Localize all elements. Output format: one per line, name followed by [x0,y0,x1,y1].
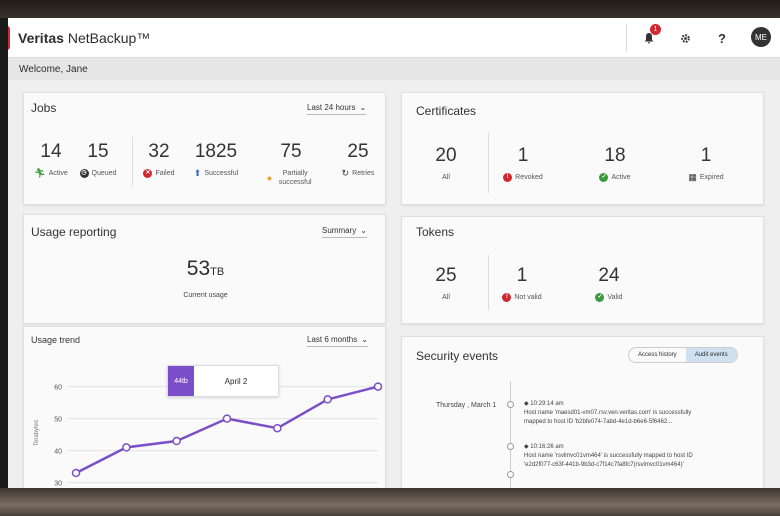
error-icon: ✕ [143,169,153,178]
y-tick-label: 50 [54,417,62,424]
top-bar: Veritas NetBackup™ 1 ? ME [8,18,780,58]
welcome-message: Welcome, Jane [8,58,780,80]
data-point [323,395,332,404]
timeline-dot [507,471,514,478]
check-icon: ✓ [599,173,609,182]
current-usage: 53TB [186,257,225,280]
monitor-bezel-top [0,0,780,18]
notification-badge: 1 [650,24,661,35]
card-title: Usage trend [31,335,81,345]
gear-icon[interactable] [676,29,694,47]
stat-not-valid[interactable]: 1 ! Not valid [496,265,548,302]
stat-partially-successful[interactable]: 75 ● Partially successful [266,141,312,186]
tag-icon: ◆ [524,444,529,450]
timeline-line [510,381,511,488]
partial-icon: ● [266,172,273,183]
usage-view-dropdown[interactable]: Summary ⌄ [322,226,367,238]
security-events-card: Security events Access history Audit eve… [401,336,764,488]
data-point [71,468,81,478]
y-tick-label: 30 [54,481,62,488]
data-point [273,423,282,433]
jobs-card: Jobs Last 24 hours ⌄ 14 🏃︎ Active 15 ◷ Queu… [23,92,386,205]
stat-retries[interactable]: 25 ↻ Retries [341,141,375,178]
avatar[interactable]: ME [751,27,771,47]
calendar-icon: ▦ [688,172,697,182]
security-view-toggle: Access history Audit events [628,347,738,363]
running-icon: 🏃︎ [34,168,46,178]
certificates-card: Certificates 20 All 1 ! Revoked 18 ✓ Activ… [401,92,764,205]
event-item[interactable]: ◆ 10:16:26 am Host name 'rsvlmvc01vm464'… [524,444,693,468]
usage-reporting-card: Usage reporting Summary ⌄ 53TB Current us… [23,214,386,324]
stat-all[interactable]: 25 All [435,265,457,301]
current-usage-label: Current usage [183,292,228,299]
usage-trend-chart: 60 50 40 30 Terabytes [34,382,383,488]
access-history-tab[interactable]: Access history [638,352,677,358]
clock-icon: ◷ [79,169,89,178]
app-logo[interactable]: Veritas NetBackup™ [18,30,151,46]
stat-active[interactable]: 14 🏃︎ Active [34,141,68,178]
audit-events-tab[interactable]: Audit events [685,348,737,362]
card-title: Security events [416,349,499,363]
bell-icon[interactable]: 1 [640,24,661,47]
tag-icon: ◆ [524,401,529,407]
card-title: Usage reporting [31,225,117,239]
stat-queued[interactable]: 15 ◷ Queued [79,141,117,178]
stat-failed[interactable]: 32 ✕ Failed [143,141,175,178]
data-point [222,414,232,423]
stat-successful[interactable]: 1825 ⬆ Successful [193,141,239,178]
y-tick-label: 40 [54,449,62,456]
success-arrow-icon: ⬆ [193,168,202,178]
trend-range-dropdown[interactable]: Last 6 months ⌄ [307,335,368,347]
chevron-down-icon: ⌄ [361,335,368,344]
monitor-bezel-left [0,18,8,488]
y-axis-label: Terabytes [34,420,40,446]
y-tick-label: 60 [54,385,62,392]
usage-trend-card: Usage trend Last 6 months ⌄ 60 50 40 30 Terab… [23,326,386,488]
stat-valid[interactable]: 24 ✓ Valid [595,265,623,302]
card-title: Certificates [416,104,477,118]
brand-mark [8,26,10,50]
stat-all[interactable]: 20 All [435,145,457,181]
stat-revoked[interactable]: 1 ! Revoked [498,145,548,182]
chart-tooltip: 44tb April 2 [167,365,279,397]
timeline-dot [507,401,514,408]
series-line [75,385,379,475]
stat-expired[interactable]: 1 ▦ Expired [688,145,724,182]
data-point [122,443,131,452]
error-icon: ! [503,173,513,182]
app-screen: Veritas NetBackup™ 1 ? ME Welcome, Jane … [8,18,780,488]
jobs-range-dropdown[interactable]: Last 24 hours ⌄ [307,103,367,115]
monitor-bezel-bottom [0,488,780,516]
chevron-down-icon: ⌄ [359,103,367,112]
card-title: Jobs [31,101,57,115]
data-point [373,382,383,391]
error-icon: ! [502,293,512,302]
stat-active[interactable]: 18 ✓ Active [599,145,631,182]
chevron-down-icon: ⌄ [360,226,367,235]
data-point [172,436,181,446]
tokens-card: Tokens 25 All 1 ! Not valid 24 ✓ Valid [401,216,764,324]
retry-icon: ↻ [341,168,350,178]
timeline-dot [507,443,514,450]
help-icon[interactable]: ? [718,30,726,46]
event-item[interactable]: ◆ 10:29:14 am Host name 'maesd01-vm07.rs… [524,401,692,425]
card-title: Tokens [416,225,455,239]
timeline-date: Thursday , March 1 [436,402,497,409]
check-icon: ✓ [595,293,605,302]
